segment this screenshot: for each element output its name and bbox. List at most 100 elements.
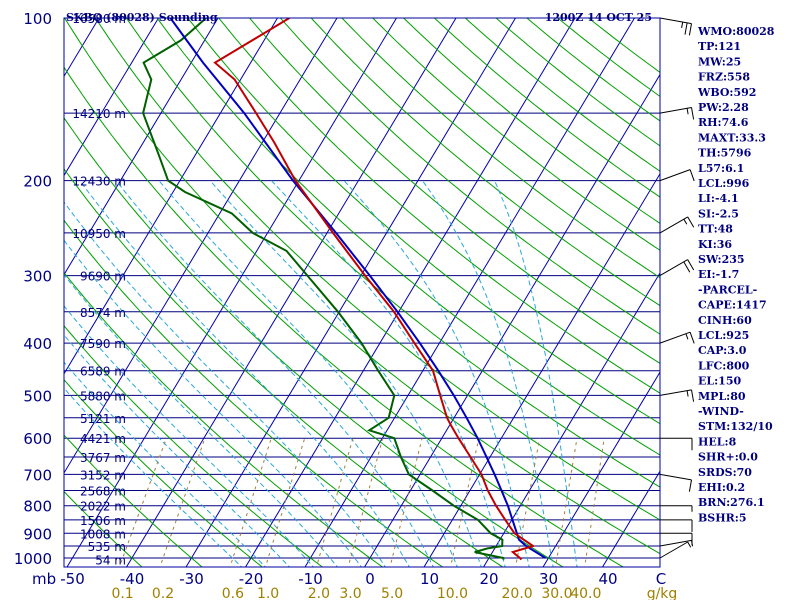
moist-adiabat-line — [421, 180, 554, 567]
wind-barb-flag — [684, 22, 688, 35]
moist-adiabat-line — [209, 180, 482, 567]
wind-barb-flag — [691, 389, 695, 402]
height-label: 3152 m — [80, 468, 126, 482]
sounding-index: WMO:80028 — [697, 25, 775, 38]
sounding-index: L57:6.1 — [698, 162, 744, 175]
mixing-ratio-line — [159, 438, 206, 567]
sounding-index: CAPE:1417 — [698, 299, 767, 312]
pressure-tick-label: 300 — [23, 268, 52, 286]
isotherm-line — [66, 18, 398, 567]
temperature-tick-label: 0 — [365, 570, 375, 588]
mixing-ratio-labels: 0.1 0.2 0.6 1.0 2.0 3.0 5.0 10.0 20.0 30.040.0 g/k… — [111, 586, 677, 600]
mixing-ratio-line — [264, 438, 306, 567]
sounding-index: TH:5796 — [698, 147, 752, 160]
sounding-index: SI:-2.5 — [698, 207, 739, 220]
wind-barb-flag — [691, 107, 695, 120]
dry-adiabat-line — [64, 18, 660, 555]
sounding-index: EI:-1.7 — [698, 268, 739, 281]
wind-barb-staff — [659, 259, 688, 277]
moist-adiabat-line — [343, 180, 530, 567]
wind-barb-flag — [687, 541, 692, 548]
temperature-tick-label: 30 — [539, 570, 558, 588]
height-label: 12430 m — [72, 175, 126, 189]
sounding-index: TT:48 — [698, 223, 733, 236]
dry-adiabat-line — [587, 18, 660, 73]
isotherm-line — [125, 18, 457, 567]
isotherm-line — [185, 18, 517, 567]
sounding-index: TP:121 — [698, 40, 741, 53]
wind-barb-staff — [659, 216, 688, 234]
temperature-tick-label: 10 — [420, 570, 439, 588]
sounding-time: 1200Z 14 OCT 25 — [545, 11, 652, 24]
isotherm-lines — [64, 18, 660, 567]
dry-adiabat-line — [372, 18, 660, 251]
pressure-tick-label: 800 — [23, 498, 52, 516]
height-label: 5880 m — [80, 389, 126, 403]
sounding-index: KI:36 — [698, 238, 732, 251]
height-label: 4421 m — [80, 432, 126, 446]
pressure-tick-label: 1000 — [14, 550, 52, 568]
temperature-tick-label: -10 — [298, 570, 323, 588]
sounding-index: SHR+:0.0 — [698, 451, 758, 464]
height-label: 535 m — [88, 540, 126, 554]
mixing-ratio-tick-label: 0.2 — [152, 586, 174, 600]
dry-adiabat-line — [464, 18, 660, 172]
plot-frame — [63, 17, 661, 568]
sounding-index: BSHR:5 — [698, 511, 747, 524]
dry-adiabat-line — [64, 66, 625, 567]
height-label: 54 m — [95, 554, 126, 568]
pressure-tick-label: 600 — [23, 430, 52, 448]
isotherm-line — [601, 470, 660, 567]
pressure-tick-label: 500 — [23, 387, 52, 405]
height-label: 16580 m — [72, 12, 126, 26]
height-label: 1506 m — [80, 514, 126, 528]
dry-adiabat-line — [341, 18, 660, 279]
mixing-ratio-line — [584, 438, 605, 567]
dry-adiabat-line — [526, 18, 660, 122]
isotherm-line — [64, 18, 219, 276]
isotherm-line — [482, 271, 660, 567]
height-label: 7590 m — [80, 337, 126, 351]
mixing-ratio-tick-label: 0.1 — [111, 586, 133, 600]
temperature-tick-label: 40 — [598, 570, 617, 588]
mixing-ratio-tick-label: 2.0 — [308, 586, 330, 600]
wind-barb-flag — [681, 21, 684, 28]
sounding-index: SRDS:70 — [698, 466, 752, 479]
temperature-tick-label: -30 — [179, 570, 204, 588]
sounding-index: EHI:0.2 — [698, 481, 745, 494]
height-label: 1008 m — [80, 527, 126, 541]
dry-adiabat-line — [64, 271, 384, 567]
mixing-ratio-tick-label: 30.0 — [541, 586, 572, 600]
sounding-profiles — [142, 18, 547, 561]
sounding-index: SW:235 — [698, 253, 745, 266]
dry-adiabat-line — [402, 18, 660, 225]
isotherm-line — [363, 73, 660, 567]
wind-barb-staff — [659, 17, 692, 25]
moist-adiabat-line — [64, 387, 243, 567]
pressure-unit-label: mb — [32, 570, 56, 588]
dry-adiabat-line — [64, 219, 444, 567]
moist-adiabat-line — [64, 273, 338, 567]
mixing-ratio-tick-label: 5.0 — [381, 586, 403, 600]
sounding-index: MPL:80 — [698, 390, 746, 403]
dry-adiabat-line — [248, 18, 660, 364]
mixing-ratio-line — [229, 438, 272, 567]
dry-adiabat-line — [125, 18, 660, 488]
dry-adiabat-line — [187, 18, 660, 425]
isotherm-line — [64, 18, 160, 177]
height-label: 6589 m — [80, 365, 126, 379]
dry-adiabat-line — [279, 18, 660, 335]
height-label: 2022 m — [80, 500, 126, 514]
pressure-tick-label: 400 — [23, 335, 52, 353]
sounding-index: LI:-4.1 — [698, 192, 739, 205]
wind-barb-staff — [659, 331, 691, 344]
height-label: 9690 m — [80, 270, 126, 284]
wind-barb-flag — [689, 169, 695, 182]
moist-adiabat-line — [158, 180, 458, 567]
dry-adiabat-line — [557, 18, 660, 98]
mixing-ratio-tick-label: g/kg — [647, 586, 678, 600]
temperature-trace — [213, 18, 536, 561]
mixing-ratio-tick-label: 10.0 — [437, 586, 468, 600]
